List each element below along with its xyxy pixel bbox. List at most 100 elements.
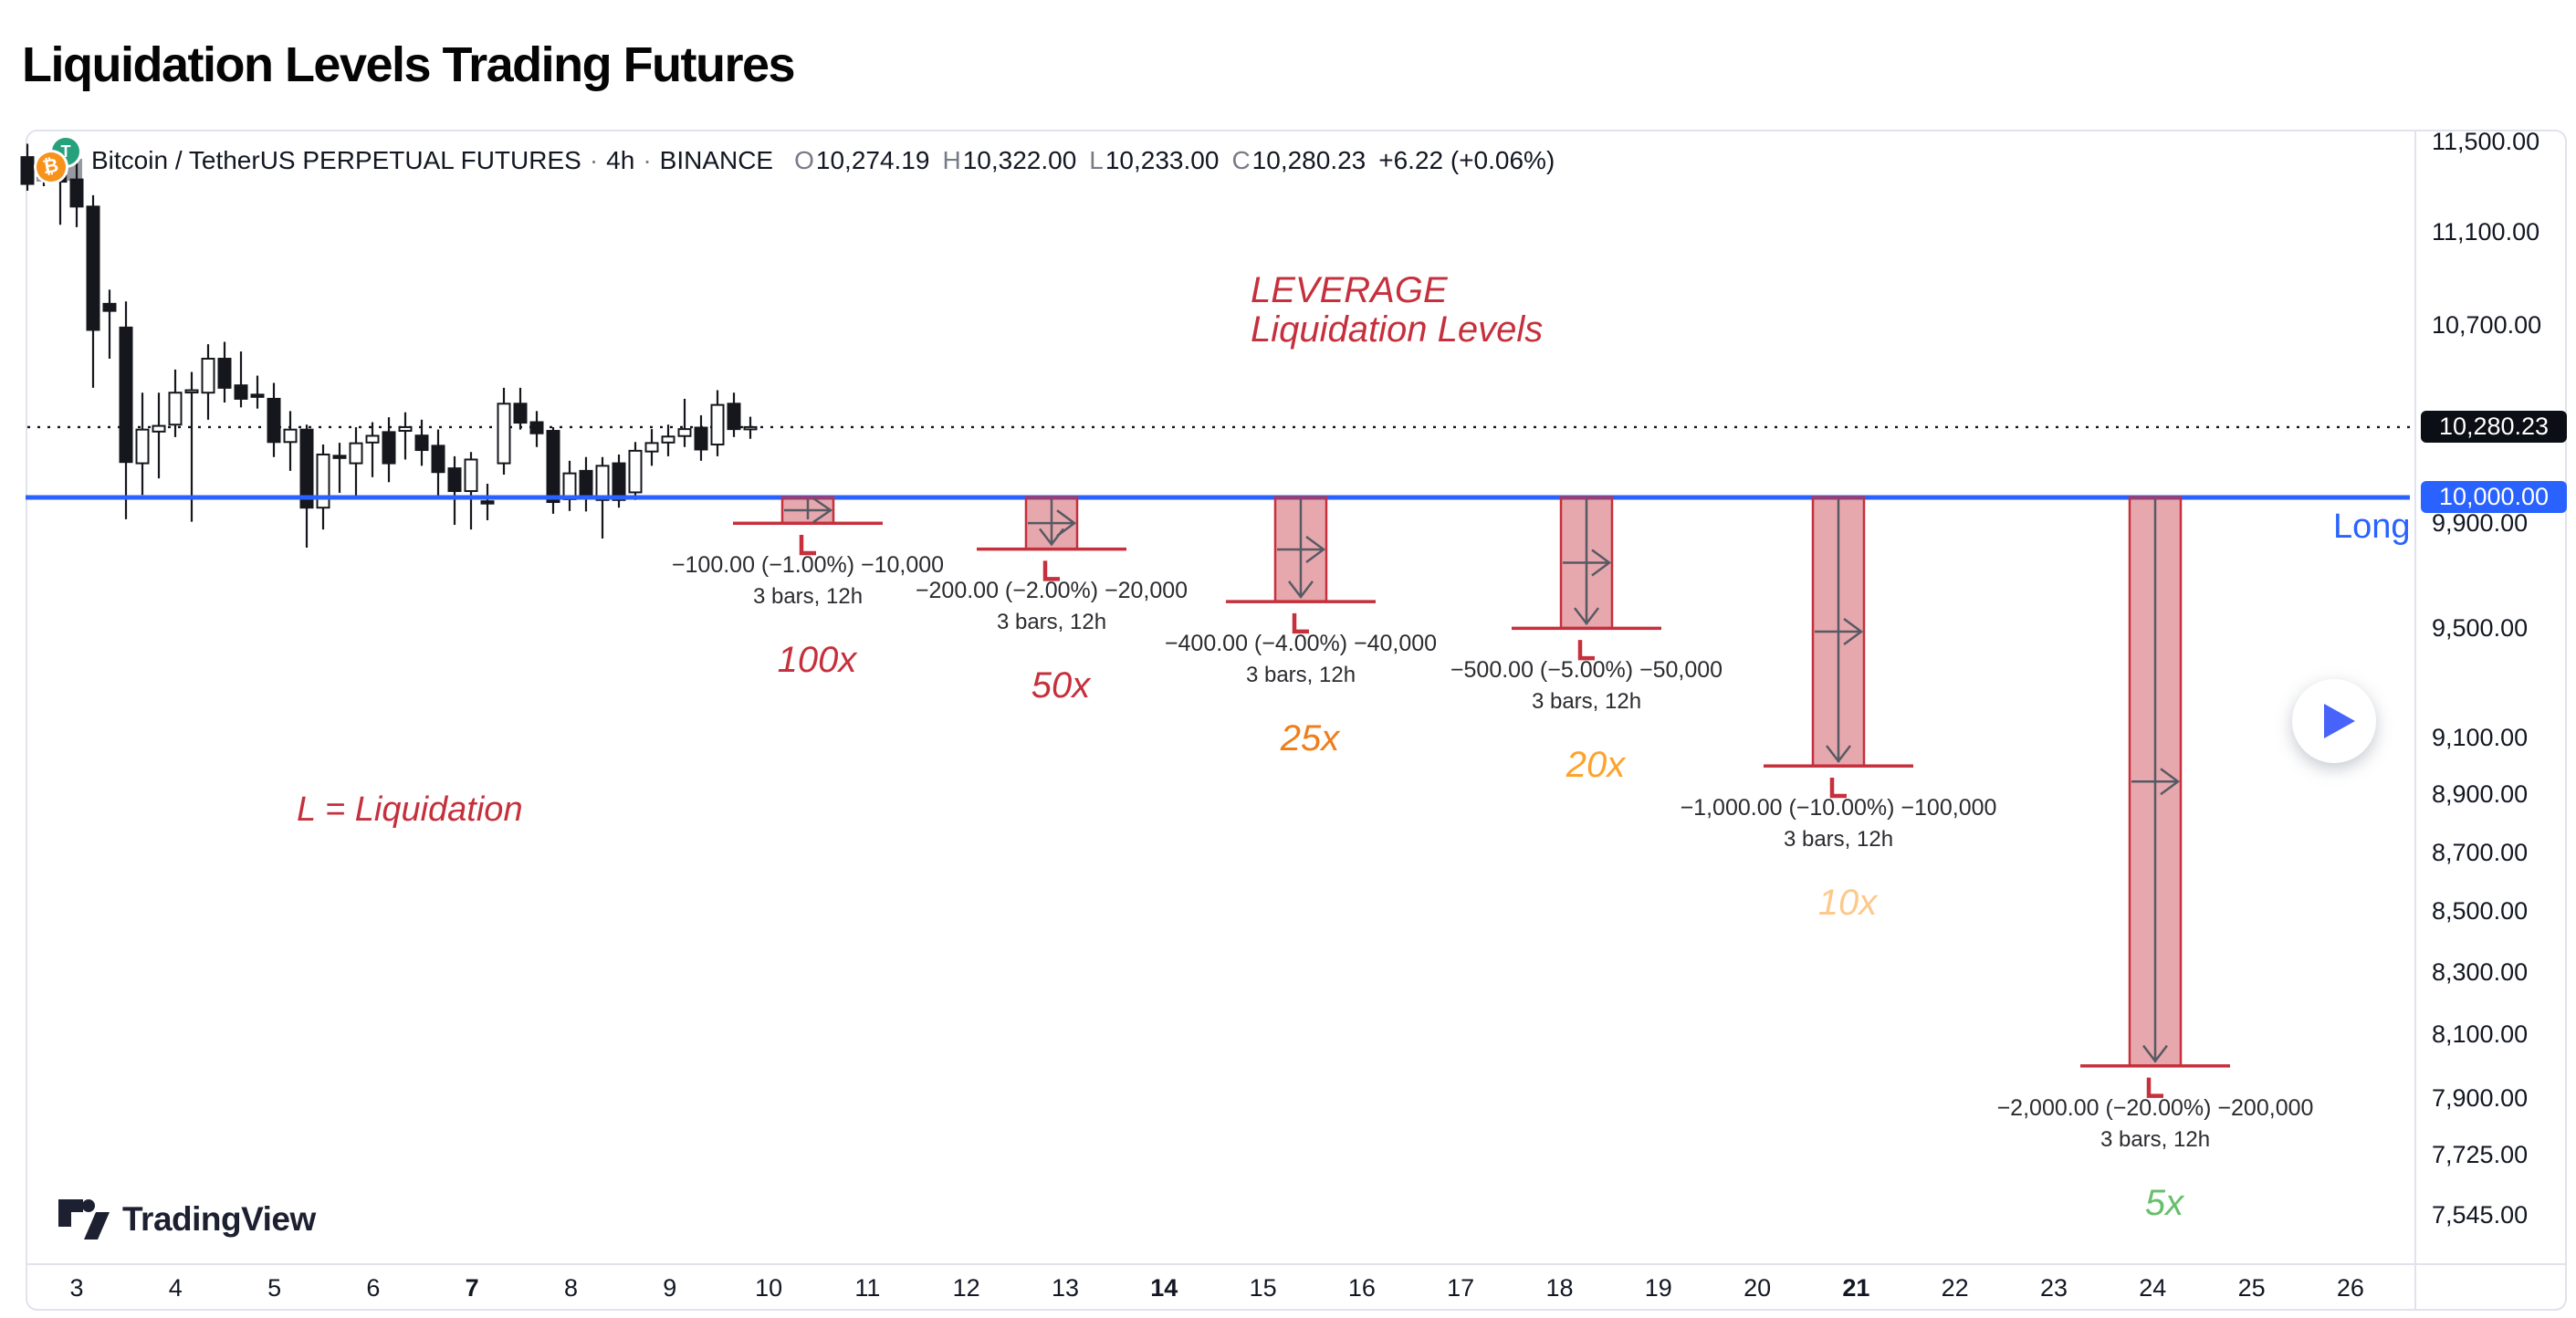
level-loss-text: −2,000.00 (−20.00%) −200,000 bbox=[1996, 1094, 2314, 1121]
down-arrow-icon bbox=[1574, 607, 1599, 626]
time-tick: 16 bbox=[1347, 1274, 1376, 1302]
liquidation-line bbox=[1226, 600, 1376, 603]
level-loss-text: −400.00 (−4.00%) −40,000 bbox=[1164, 630, 1438, 656]
time-tick: 4 bbox=[168, 1274, 183, 1302]
price-tick: 8,100.00 bbox=[2432, 1020, 2529, 1048]
time-tick: 8 bbox=[563, 1274, 579, 1302]
candle bbox=[464, 452, 478, 530]
leverage-label: 5x bbox=[2144, 1182, 2184, 1223]
candle bbox=[250, 375, 265, 409]
candle bbox=[316, 445, 330, 530]
pair-logo: T ₿ bbox=[33, 135, 84, 186]
candle bbox=[562, 460, 577, 511]
candle bbox=[546, 426, 560, 514]
candle bbox=[497, 387, 511, 476]
time-tick: 13 bbox=[1051, 1274, 1080, 1302]
play-button[interactable] bbox=[2292, 679, 2376, 763]
right-arrow-icon bbox=[2160, 768, 2181, 796]
leverage-note: LEVERAGE Liquidation Levels bbox=[1251, 271, 1543, 350]
liquidation-legend: L = Liquidation bbox=[297, 790, 523, 829]
time-tick: 24 bbox=[2139, 1274, 2167, 1302]
candle bbox=[612, 454, 626, 508]
candle bbox=[152, 392, 166, 479]
low-value: 10,233.00 bbox=[1105, 146, 1220, 174]
liquidation-drawing-25x[interactable] bbox=[1226, 496, 1376, 634]
price-tick: 9,500.00 bbox=[2432, 614, 2529, 643]
entry-price-badge: 10,000.00 bbox=[2421, 481, 2567, 513]
candle bbox=[743, 416, 758, 439]
entry-price-line[interactable] bbox=[26, 495, 2410, 500]
level-loss-text: −200.00 (−2.00%) −20,000 bbox=[915, 578, 1189, 604]
liquidation-drawing-50x[interactable] bbox=[977, 496, 1126, 581]
low-label: L bbox=[1089, 146, 1104, 174]
page-title: Liquidation Levels Trading Futures bbox=[22, 37, 796, 93]
candle bbox=[349, 426, 363, 497]
leverage-note-line1: LEVERAGE bbox=[1251, 270, 1448, 310]
play-icon bbox=[2324, 704, 2355, 738]
level-loss-text: −1,000.00 (−10.00%) −100,000 bbox=[1680, 794, 1997, 821]
down-arrow-icon bbox=[1826, 745, 1851, 764]
liquidation-L-marker bbox=[1829, 777, 1847, 799]
price-tick: 8,900.00 bbox=[2432, 780, 2529, 809]
down-arrow-icon bbox=[2142, 1044, 2168, 1063]
leverage-note-line2: Liquidation Levels bbox=[1251, 309, 1544, 350]
candle bbox=[283, 411, 298, 471]
candle bbox=[119, 301, 133, 519]
interval-label: 4h bbox=[606, 146, 635, 174]
liquidation-drawing-10x[interactable] bbox=[1764, 496, 1913, 799]
candle bbox=[447, 455, 462, 526]
time-tick: 25 bbox=[2237, 1274, 2266, 1302]
tradingview-watermark[interactable]: TradingView bbox=[58, 1199, 316, 1240]
liquidation-drawing-5x[interactable] bbox=[2080, 496, 2230, 1098]
liquidation-drawing-100x[interactable] bbox=[733, 496, 883, 556]
candle bbox=[513, 387, 528, 430]
right-arrow-icon bbox=[1305, 535, 1326, 563]
candle bbox=[644, 429, 659, 466]
time-tick: 23 bbox=[2039, 1274, 2068, 1302]
candle bbox=[86, 194, 100, 388]
separator-dot: · bbox=[643, 146, 652, 174]
liquidation-line bbox=[977, 547, 1126, 551]
level-duration-text: 3 bars, 12h bbox=[2100, 1126, 2211, 1152]
liquidation-line bbox=[1764, 764, 1913, 768]
down-arrow-icon bbox=[1288, 581, 1314, 599]
price-tick: 7,725.00 bbox=[2432, 1141, 2529, 1169]
time-tick: 26 bbox=[2336, 1274, 2364, 1302]
tradingview-logo-icon bbox=[58, 1199, 110, 1240]
candle bbox=[234, 351, 248, 408]
price-tick: 8,500.00 bbox=[2432, 897, 2529, 926]
tradingview-brand-text: TradingView bbox=[122, 1200, 316, 1238]
candle bbox=[135, 392, 150, 496]
candle bbox=[431, 429, 445, 497]
last-price-badge: 10,280.23 bbox=[2421, 411, 2567, 443]
price-tick: 9,100.00 bbox=[2432, 724, 2529, 752]
leverage-label: 50x bbox=[1031, 665, 1091, 706]
leverage-label: 20x bbox=[1565, 745, 1626, 786]
candle bbox=[661, 424, 675, 456]
liquidation-L-marker bbox=[799, 535, 816, 556]
liquidation-L-marker bbox=[1577, 640, 1595, 661]
liquidation-L-marker bbox=[2146, 1077, 2163, 1098]
time-tick: 15 bbox=[1249, 1274, 1277, 1302]
liquidation-drawing-20x[interactable] bbox=[1512, 496, 1661, 661]
time-tick: 11 bbox=[854, 1274, 881, 1302]
time-tick: 10 bbox=[755, 1274, 783, 1302]
candle bbox=[579, 456, 593, 512]
liquidation-line bbox=[733, 521, 883, 526]
price-tick: 10,700.00 bbox=[2432, 311, 2542, 340]
close-label: C bbox=[1231, 146, 1251, 174]
price-tick: 7,900.00 bbox=[2432, 1083, 2529, 1112]
close-value: 10,280.23 bbox=[1251, 146, 1367, 174]
time-tick: 19 bbox=[1644, 1274, 1672, 1302]
leverage-label: 100x bbox=[777, 640, 857, 681]
level-duration-text: 3 bars, 12h bbox=[996, 610, 1107, 635]
price-tick: 8,700.00 bbox=[2432, 838, 2529, 866]
right-arrow-icon bbox=[812, 497, 833, 524]
candle bbox=[480, 483, 495, 520]
right-arrow-icon bbox=[1591, 549, 1612, 577]
candle bbox=[168, 369, 183, 437]
candle bbox=[414, 419, 429, 466]
candle bbox=[382, 417, 396, 483]
